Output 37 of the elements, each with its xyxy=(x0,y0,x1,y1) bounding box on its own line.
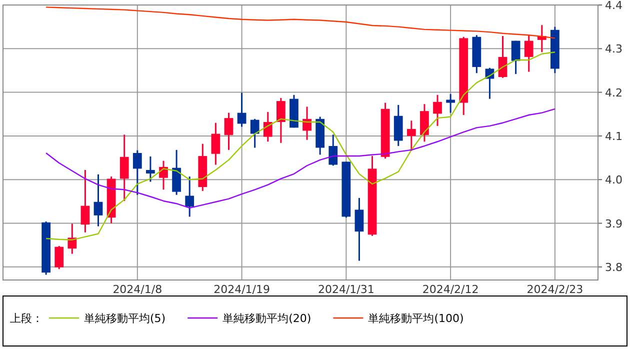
candlestick xyxy=(524,34,534,73)
candlestick xyxy=(250,118,260,148)
candlestick xyxy=(68,222,77,255)
candlestick xyxy=(263,111,272,142)
legend-label: 単純移動平均(20) xyxy=(222,312,312,325)
candlestick xyxy=(132,150,142,196)
x-tick-label: 2024/1/31 xyxy=(318,283,374,296)
x-tick-label: 2024/2/23 xyxy=(526,283,584,296)
candlestick xyxy=(433,94,442,127)
candlestick xyxy=(328,134,338,166)
candlestick xyxy=(406,120,416,152)
candlestick xyxy=(237,92,246,128)
x-tick-label: 2024/1/19 xyxy=(214,283,270,296)
candlestick xyxy=(446,93,455,114)
candlestick xyxy=(511,40,520,75)
y-tick-label: 4.4 xyxy=(605,0,622,12)
y-tick-label: 4.3 xyxy=(605,42,622,56)
candlestick xyxy=(80,169,90,234)
legend-label: 単純移動平均(5) xyxy=(84,312,166,325)
candlestick xyxy=(354,197,364,262)
candlestick xyxy=(185,176,194,218)
y-tick-label: 3.8 xyxy=(605,260,622,274)
y-tick-label: 4.1 xyxy=(605,130,622,143)
candlestick xyxy=(94,174,103,228)
candlestick xyxy=(211,122,220,166)
legend-title: 上段： xyxy=(10,312,43,325)
y-tick-label: 4.0 xyxy=(605,174,622,187)
x-tick-label: 2024/2/12 xyxy=(422,283,479,296)
candlestick xyxy=(276,97,286,144)
x-tick-label: 2024/1/8 xyxy=(112,283,162,296)
candlestick xyxy=(120,134,129,202)
candlestick xyxy=(224,112,234,151)
candlestick xyxy=(54,245,64,270)
y-tick-label: 3.9 xyxy=(605,217,622,230)
candlestick xyxy=(146,156,155,183)
legend-label: 単純移動平均(100) xyxy=(368,312,464,325)
y-tick-label: 4.2 xyxy=(605,86,622,100)
